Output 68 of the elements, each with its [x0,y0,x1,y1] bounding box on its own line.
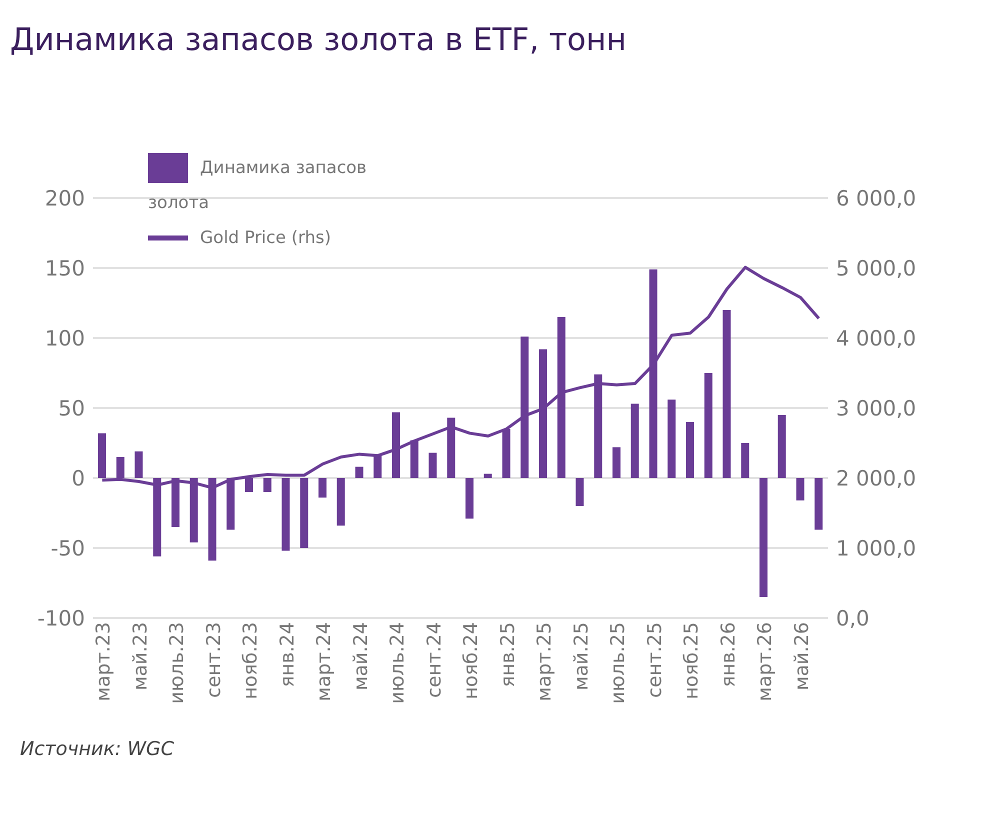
bar [649,269,658,478]
y2-tick-label: 6 000,0 [836,186,916,210]
y-tick-label: 50 [58,396,85,420]
y2-tick-label: 5 000,0 [836,256,916,280]
x-tick-label: янв.26 [717,622,740,688]
bar [374,456,382,478]
x-tick-label: июль.24 [386,622,409,704]
x-tick-label: май.26 [790,622,813,691]
x-tick-label: май.23 [129,622,152,691]
y-tick-label: -100 [37,606,85,630]
bar [539,349,547,478]
x-tick-label: янв.24 [276,622,298,688]
x-tick-label: нояб.25 [680,622,703,700]
y-tick-label: 200 [44,186,85,210]
legend-label: Динамика запасов золота [148,158,367,213]
bar [814,478,823,530]
bar [630,404,639,478]
x-tick-label: март.24 [313,622,336,702]
bar [612,447,620,478]
bar [686,422,694,478]
y2-tick-label: 1 000,0 [836,536,916,560]
bar [116,457,124,478]
bar [668,400,676,478]
x-tick-label: март.23 [92,622,115,702]
bar [520,336,529,478]
bar [576,478,584,506]
x-tick-label: март.26 [754,622,776,702]
bar [796,478,804,500]
bar [557,317,566,478]
x-tick-label: май.24 [350,622,372,691]
chart-title: Динамика запасов золота в ETF, тонн [9,21,628,60]
x-tick-label: июль.23 [166,622,188,704]
y-tick-label: 100 [44,326,85,350]
x-tick-label: июль.25 [607,622,630,704]
y2-tick-label: 2 000,0 [836,466,916,490]
bar [722,310,731,478]
x-tick-label: март.25 [534,622,556,702]
y2-tick-label: 3 000,0 [836,396,916,420]
bar [741,443,750,478]
bar [502,429,510,478]
bar [410,440,418,478]
bar [336,478,345,526]
legend-label: Gold Price (rhs) [200,228,331,248]
y2-tick-label: 4 000,0 [836,326,916,350]
y-tick-label: 150 [44,256,85,280]
y-tick-label: 0 [72,466,85,490]
text: Источник: WGC [19,738,176,760]
x-tick-label: янв.25 [496,622,519,688]
bar [778,415,786,478]
x-tick-label: май.25 [570,622,592,691]
x-tick-label: нояб.23 [240,622,262,700]
bar [466,478,474,519]
x-tick-label: нояб.24 [460,622,482,700]
bar [760,478,768,597]
bar [318,478,326,498]
bar [704,373,712,478]
x-tick-label: сент.24 [423,622,446,698]
bar [428,452,437,478]
bar [484,474,492,478]
x-tick-label: сент.25 [644,622,666,698]
x-tick-label: сент.23 [202,622,225,698]
bar [355,466,364,478]
y2-tick-label: 0,0 [836,606,870,630]
bar [134,451,143,478]
y-tick-label: -50 [50,536,85,560]
bar [392,412,400,478]
bar [594,374,602,478]
bar [447,418,456,478]
